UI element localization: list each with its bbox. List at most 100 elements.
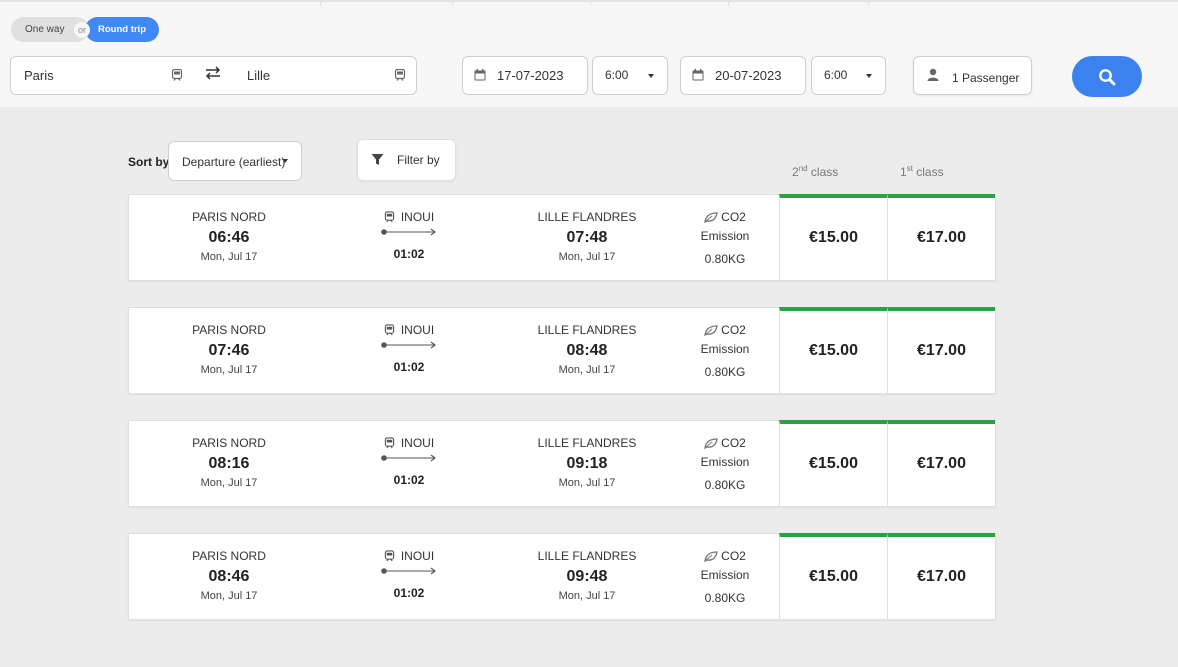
leaf-icon: [704, 438, 718, 450]
journey-duration: 01:02: [393, 360, 425, 374]
train-icon: [384, 550, 395, 562]
operator: INOUI: [379, 436, 439, 450]
co2-label: CO2: [721, 549, 746, 563]
route-arrow-icon: [381, 567, 436, 575]
search-bar: One way or Round trip Paris Lille 17-07-…: [0, 0, 1178, 107]
search-icon: [1099, 69, 1116, 86]
chevron-down-icon: [866, 74, 872, 78]
departure-info: PARIS NORD 08:46 Mon, Jul 17: [169, 549, 289, 602]
price-2nd-class[interactable]: €15.00: [779, 194, 887, 281]
departure-time: 06:46: [208, 229, 250, 246]
operator: INOUI: [379, 210, 439, 224]
departure-time: 07:46: [208, 342, 250, 359]
arrival-info: LILLE FLANDRES 09:48 Mon, Jul 17: [527, 549, 647, 602]
train-icon: [384, 437, 395, 449]
operator-name: INOUI: [400, 323, 435, 337]
leaf-icon: [704, 325, 718, 337]
result-card[interactable]: PARIS NORD 06:46 Mon, Jul 17 INOUI 01:02…: [128, 194, 996, 281]
train-icon: [394, 69, 406, 81]
co2-info: CO2 Emission 0.80KG: [690, 323, 760, 383]
calendar-icon: [474, 69, 486, 81]
filter-button[interactable]: Filter by: [357, 139, 456, 181]
chevron-down-icon: [648, 74, 654, 78]
route-arrow-icon: [381, 228, 436, 236]
destination-value: Lille: [247, 68, 271, 83]
filter-funnel-icon: [371, 154, 384, 165]
price-1st-class[interactable]: €17.00: [887, 420, 995, 507]
co2-value: 0.80KG: [704, 477, 746, 492]
sort-value: Departure (earliest): [182, 155, 286, 169]
route-arrow-icon: [381, 454, 436, 462]
co2-label: CO2: [721, 436, 746, 450]
co2-emission-label: Emission: [700, 229, 750, 243]
departure-station: PARIS NORD: [192, 549, 266, 563]
result-card[interactable]: PARIS NORD 08:46 Mon, Jul 17 INOUI 01:02…: [128, 533, 996, 620]
departure-station: PARIS NORD: [192, 323, 266, 337]
price-1st-class[interactable]: €17.00: [887, 533, 995, 620]
train-icon: [384, 324, 395, 336]
or-separator: or: [74, 22, 90, 38]
co2-value: 0.80KG: [704, 590, 746, 605]
operator-name: INOUI: [400, 210, 435, 224]
co2-info: CO2 Emission 0.80KG: [690, 549, 760, 609]
destination-input[interactable]: Lille: [235, 56, 417, 95]
return-time-select[interactable]: 6:00: [811, 56, 886, 95]
price-1st-class[interactable]: €17.00: [887, 307, 995, 394]
departure-date: Mon, Jul 17: [200, 590, 258, 602]
departure-info: PARIS NORD 07:46 Mon, Jul 17: [169, 323, 289, 376]
arrival-info: LILLE FLANDRES 07:48 Mon, Jul 17: [527, 210, 647, 263]
sort-label: Sort by: [128, 155, 170, 169]
second-class-header: 2nd class: [792, 164, 839, 179]
swap-arrows-icon[interactable]: [203, 63, 223, 83]
departure-date: Mon, Jul 17: [200, 477, 258, 489]
calendar-icon: [692, 69, 704, 81]
co2-value: 0.80KG: [704, 364, 746, 379]
departure-info: PARIS NORD 06:46 Mon, Jul 17: [169, 210, 289, 263]
arrival-time: 08:48: [566, 342, 608, 359]
arrival-station: LILLE FLANDRES: [537, 323, 637, 337]
train-icon: [384, 211, 395, 223]
co2-emission-label: Emission: [700, 568, 750, 582]
first-class-header: 1st class: [900, 164, 944, 179]
co2-info: CO2 Emission 0.80KG: [690, 210, 760, 270]
journey-info: INOUI 01:02: [379, 549, 439, 600]
departure-info: PARIS NORD 08:16 Mon, Jul 17: [169, 436, 289, 489]
operator: INOUI: [379, 549, 439, 563]
departure-date: Mon, Jul 17: [200, 364, 258, 376]
outbound-time-select[interactable]: 6:00: [592, 56, 668, 95]
outbound-date-value: 17-07-2023: [497, 68, 564, 83]
departure-time: 08:16: [208, 455, 250, 472]
return-date-input[interactable]: 20-07-2023: [680, 56, 806, 95]
person-icon: [927, 68, 939, 81]
arrival-date: Mon, Jul 17: [558, 251, 616, 263]
passenger-selector[interactable]: 1 Passenger: [913, 56, 1032, 95]
arrival-info: LILLE FLANDRES 08:48 Mon, Jul 17: [527, 323, 647, 376]
result-card[interactable]: PARIS NORD 08:16 Mon, Jul 17 INOUI 01:02…: [128, 420, 996, 507]
co2-label: CO2: [721, 323, 746, 337]
co2-label: CO2: [721, 210, 746, 224]
search-button[interactable]: [1072, 56, 1142, 97]
journey-info: INOUI 01:02: [379, 323, 439, 374]
arrival-time: 07:48: [566, 229, 608, 246]
price-1st-class[interactable]: €17.00: [887, 194, 995, 281]
departure-date: Mon, Jul 17: [200, 251, 258, 263]
round-trip-option[interactable]: Round trip: [85, 17, 159, 42]
price-2nd-class[interactable]: €15.00: [779, 307, 887, 394]
return-date-value: 20-07-2023: [715, 68, 782, 83]
outbound-time-value: 6:00: [605, 68, 629, 82]
price-2nd-class[interactable]: €15.00: [779, 420, 887, 507]
result-card[interactable]: PARIS NORD 07:46 Mon, Jul 17 INOUI 01:02…: [128, 307, 996, 394]
journey-duration: 01:02: [393, 586, 425, 600]
arrival-info: LILLE FLANDRES 09:18 Mon, Jul 17: [527, 436, 647, 489]
leaf-icon: [704, 212, 718, 224]
arrival-station: LILLE FLANDRES: [537, 436, 637, 450]
co2-info: CO2 Emission 0.80KG: [690, 436, 760, 496]
sort-select[interactable]: Departure (earliest): [168, 141, 302, 181]
leaf-icon: [704, 551, 718, 563]
operator: INOUI: [379, 323, 439, 337]
origin-input[interactable]: Paris: [10, 56, 236, 95]
arrival-date: Mon, Jul 17: [558, 590, 616, 602]
outbound-date-input[interactable]: 17-07-2023: [462, 56, 588, 95]
price-2nd-class[interactable]: €15.00: [779, 533, 887, 620]
co2-emission-label: Emission: [700, 455, 750, 469]
